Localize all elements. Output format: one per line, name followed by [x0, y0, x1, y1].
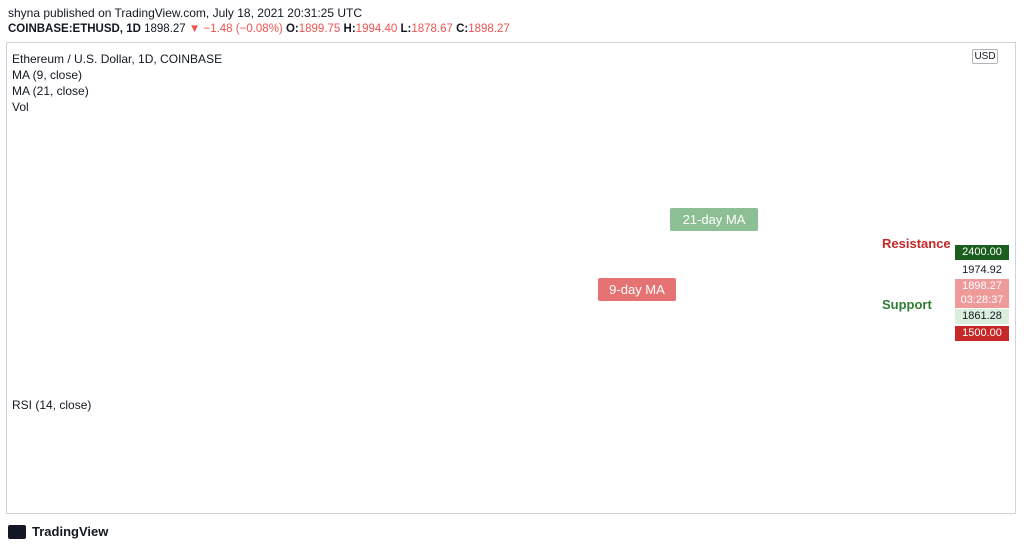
support-annotation: Support	[882, 297, 932, 312]
legend-rsi[interactable]: RSI (14, close)	[12, 398, 92, 412]
support-price-label: 1861.28	[955, 309, 1009, 324]
ma9-callout: 9-day MA	[598, 278, 676, 301]
last-price-label: 1898.27	[955, 279, 1009, 294]
resistance-price-label: 2400.00	[955, 245, 1009, 260]
legend-volume[interactable]: Vol	[12, 100, 29, 114]
ma21-callout: 21-day MA	[670, 208, 758, 231]
symbol: COINBASE:ETHUSD, 1D	[8, 23, 141, 35]
tradingview-logo-icon	[8, 524, 26, 539]
volume-price-label: 1500.00	[955, 326, 1009, 341]
chart-frame	[6, 42, 1016, 514]
change-arrow: ▼	[188, 23, 201, 35]
brand-name: TradingView	[32, 524, 109, 539]
countdown-label: 03:28:37	[955, 293, 1009, 308]
low-value: 1878.67	[411, 23, 453, 35]
ma21-price-label: 1974.92	[955, 263, 1009, 278]
tradingview-footer[interactable]: TradingView	[8, 524, 108, 539]
legend-ma21[interactable]: MA (21, close)	[12, 84, 89, 98]
symbol-ohlc-line: COINBASE:ETHUSD, 1D 1898.27 ▼ −1.48 (−0.…	[8, 23, 510, 35]
currency-selector[interactable]: USD	[972, 49, 998, 64]
last-price: 1898.27	[144, 23, 186, 35]
chart-title: Ethereum / U.S. Dollar, 1D, COINBASE	[12, 52, 223, 66]
open-value: 1899.75	[298, 23, 341, 35]
close-value: 1898.27	[468, 23, 510, 35]
publisher-line: shyna published on TradingView.com, July…	[8, 6, 362, 20]
high-value: 1994.40	[355, 23, 398, 35]
legend-ma9[interactable]: MA (9, close)	[12, 68, 83, 82]
change-value: −1.48 (−0.08%)	[203, 23, 283, 35]
resistance-annotation: Resistance	[882, 236, 951, 251]
